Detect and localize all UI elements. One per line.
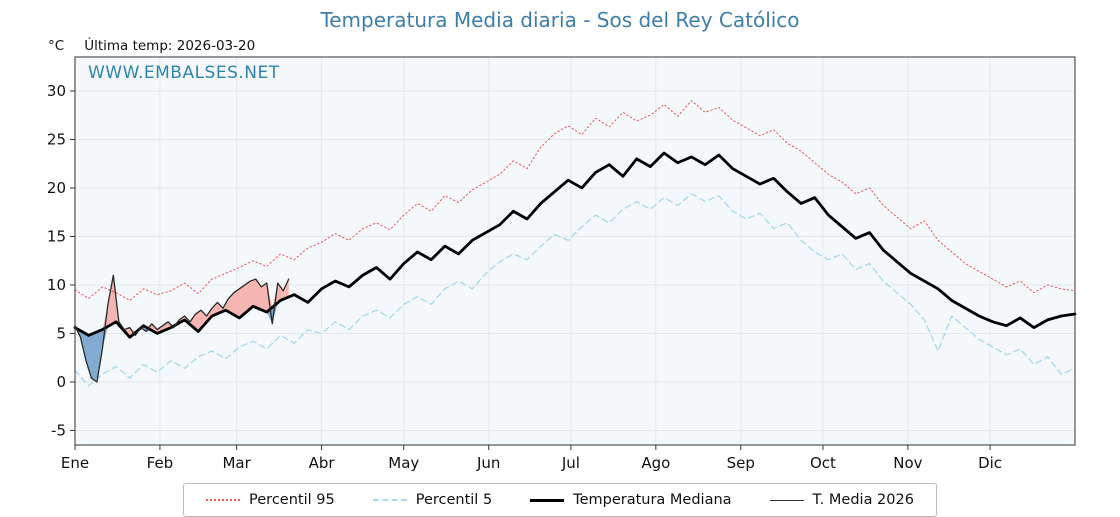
y-axis-tick-label: 0 (56, 373, 66, 391)
x-axis-tick-label: Feb (147, 454, 174, 472)
legend: Percentil 95 Percentil 5 Temperatura Med… (183, 483, 937, 517)
watermark-embalses: WWW.EMBALSES.NET (88, 63, 280, 83)
plot-background (75, 57, 1075, 445)
legend-label-percentil-95: Percentil 95 (249, 492, 335, 508)
y-axis-tick-label: 5 (56, 324, 66, 342)
x-axis-tick-label: Ago (641, 454, 670, 472)
chart-canvas: -5 0 5 10 15 20 25 30 Ene Feb Mar Abr May Jun Jul Ago Se… (47, 56, 1077, 472)
legend-item-percentil-5: Percentil 5 (372, 492, 493, 508)
plot-border (74, 56, 1076, 446)
legend-item-t-media-2026: T. Media 2026 (769, 492, 914, 508)
legend-item-mediana: Temperatura Mediana (530, 492, 732, 508)
y-axis-unit-label: °C (48, 38, 65, 54)
x-axis-tick-label: Dic (978, 454, 1002, 472)
x-axis-tick-label: Ene (61, 454, 89, 472)
x-axis-tick-label: Nov (893, 454, 922, 472)
legend-label-t-media-2026: T. Media 2026 (812, 492, 914, 508)
series-line-t-media-2026 (74, 274, 290, 383)
mediana-line-swatch (530, 498, 565, 502)
x-axis-tick-label: Abr (309, 454, 336, 472)
series-line-temperatura-mediana (73, 151, 1077, 339)
series-line-percentil-95 (74, 100, 1076, 301)
header-row: °C Última temp: 2026-03-20 (48, 38, 255, 54)
last-temp-label: Última temp: 2026-03-20 (84, 38, 256, 54)
y-axis-tick-label: 25 (47, 130, 66, 148)
x-axis-tick-label: May (388, 454, 419, 472)
y-axis-tick-label: 30 (47, 82, 66, 100)
y-axis-tick-label: 20 (47, 179, 66, 197)
x-axis-tick-label: Sep (727, 454, 755, 472)
x-axis-tick-label: Mar (222, 454, 251, 472)
fill-above-median (75, 275, 289, 338)
series-line-percentil-5 (74, 193, 1076, 387)
legend-label-mediana: Temperatura Mediana (573, 492, 732, 508)
y-axis-tick-label: -5 (51, 421, 66, 439)
x-axis-tick-label: Jun (476, 454, 500, 472)
chart-title: Temperatura Media diaria - Sos del Rey C… (320, 8, 800, 32)
y-axis-tick-label: 10 (47, 276, 66, 294)
legend-label-percentil-5: Percentil 5 (415, 492, 493, 508)
x-axis-tick-label: Oct (810, 454, 836, 472)
y-axis-tick-label: 15 (47, 227, 66, 245)
fill-below-median (75, 296, 289, 382)
percentil-95-line-swatch (206, 499, 241, 501)
legend-item-percentil-95: Percentil 95 (206, 492, 335, 508)
percentil-5-line-swatch (372, 499, 407, 501)
x-axis-tick-label: Jul (561, 454, 580, 472)
